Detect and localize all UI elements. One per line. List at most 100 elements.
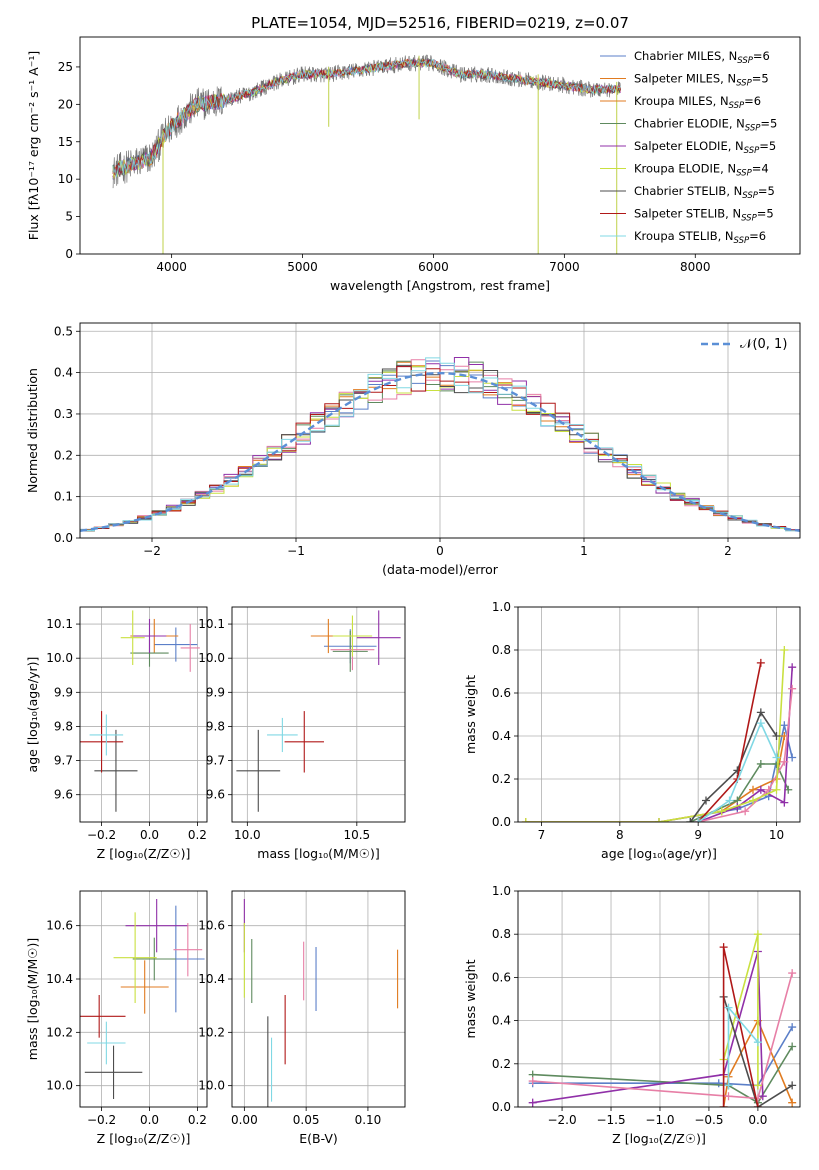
series-marker xyxy=(756,658,765,667)
x-tick-label: 1 xyxy=(580,544,588,558)
y-tick-label: 20 xyxy=(58,97,73,111)
plot-area-mass-vs-ebv xyxy=(243,899,399,1107)
plot-area-mass-vs-Z xyxy=(80,899,205,1099)
series-line xyxy=(697,667,793,822)
y-axis-label: mass weight xyxy=(463,675,478,754)
x-tick-label: 9 xyxy=(694,828,702,842)
series-marker xyxy=(772,785,781,794)
series-marker xyxy=(528,1077,537,1086)
errorbar-point-3 xyxy=(125,899,188,953)
errorbar-point-5 xyxy=(113,912,157,1003)
model-spectrum-line-5 xyxy=(112,58,621,180)
y-tick-label: 10.6 xyxy=(46,919,73,933)
legend-entry: Salpeter MILES, NSSP=5 xyxy=(634,72,769,89)
x-tick-label: 0.0 xyxy=(748,1113,767,1127)
series-marker xyxy=(719,1103,728,1107)
axes-frame xyxy=(231,890,406,1108)
normal-curve xyxy=(80,371,800,532)
axes-frame xyxy=(517,606,801,823)
x-tick-label: 8 xyxy=(616,828,624,842)
y-tick-label: 9.7 xyxy=(54,754,73,768)
panel-massweight-vs-age: 7 8 9 10 0.0 0.2 0.4 0.6 0.8 1.0 age [log₁₀(age/yr… xyxy=(463,600,801,861)
series-marker xyxy=(655,818,663,822)
x-tick-label: −1.0 xyxy=(645,1113,674,1127)
series-marker xyxy=(758,1092,767,1101)
series-marker xyxy=(753,1038,762,1047)
model-spectrum-line-0 xyxy=(112,58,621,180)
series-line xyxy=(532,1046,793,1104)
series-marker xyxy=(724,1081,733,1090)
x-axis-label: mass [log₁₀(M/M☉)] xyxy=(257,846,379,861)
model-spectrum-line-8 xyxy=(112,59,621,178)
y-tick-label: 1.0 xyxy=(492,600,511,614)
series-marker xyxy=(788,753,797,762)
x-tick-label: −1 xyxy=(287,544,305,558)
y-tick-label: 10.0 xyxy=(46,651,73,665)
y-tick-label: 9.6 xyxy=(206,788,225,802)
series-marker xyxy=(780,798,789,807)
panel-residuals: −2 −1 0 1 2 0.0 0.1 0.2 0.3 0.4 0.5 (data-model)/er… xyxy=(25,322,801,577)
series-0 xyxy=(528,1023,797,1090)
series-marker xyxy=(756,708,765,717)
x-axis-label: wavelength [Angstrom, rest frame] xyxy=(330,278,550,293)
x-tick-label: 0.0 xyxy=(140,828,159,842)
series-line xyxy=(525,649,786,822)
axes-frame xyxy=(79,36,801,255)
x-tick-label: 7 xyxy=(538,828,546,842)
series-marker xyxy=(772,753,781,762)
panel-age-vs-Z: −0.2 0.0 0.2 9.6 9.7 9.8 9.9 10.0 10.1 Z [log₁₀(Z… xyxy=(25,606,208,861)
series-marker xyxy=(724,1003,733,1012)
y-tick-label: 0.2 xyxy=(54,448,73,462)
x-tick-label: 0.2 xyxy=(188,1113,207,1127)
series-marker xyxy=(753,1103,762,1107)
errorbar-point-6 xyxy=(84,1045,143,1099)
axes-frame xyxy=(79,606,208,823)
y-tick-label: 25 xyxy=(58,60,73,74)
x-axis-label: Z [log₁₀(Z/Z☉)] xyxy=(612,1131,706,1146)
y-tick-label: 0.2 xyxy=(492,1057,511,1071)
series-line xyxy=(727,1005,759,1086)
y-tick-label: 10.0 xyxy=(198,651,225,665)
series-marker xyxy=(725,796,734,805)
errorbar-point-7 xyxy=(80,711,124,773)
y-tick-label: 10.1 xyxy=(198,617,225,631)
y-tick-label: 9.8 xyxy=(206,719,225,733)
y-tick-label: 0 xyxy=(65,247,73,261)
errorbar-point-6 xyxy=(236,729,281,812)
x-tick-label: −0.2 xyxy=(87,1113,116,1127)
legend-entry: Chabrier ELODIE, NSSP=5 xyxy=(634,117,777,134)
x-tick-label: 0 xyxy=(436,544,444,558)
y-tick-label: 0.8 xyxy=(492,643,511,657)
y-tick-label: 0.4 xyxy=(54,366,73,380)
series-marker xyxy=(764,785,773,794)
x-axis-label: (data-model)/error xyxy=(382,562,499,577)
y-tick-label: 9.7 xyxy=(206,754,225,768)
series-line xyxy=(658,725,793,822)
series-4 xyxy=(528,969,797,1103)
panel-mass-vs-Z: −0.2 0.0 0.2 10.0 10.2 10.4 10.6 Z [log₁₀(Z/Z☉)… xyxy=(25,890,208,1146)
y-axis-label: Normed distribution xyxy=(25,368,40,493)
plot-area-age-vs-Z xyxy=(80,610,200,812)
series-5 xyxy=(521,646,789,822)
x-tick-label: 4000 xyxy=(156,260,187,274)
observed-spectrum-line xyxy=(112,54,621,189)
series-6 xyxy=(686,708,781,822)
series-marker xyxy=(788,663,797,672)
y-tick-label: 9.9 xyxy=(206,685,225,699)
y-tick-label: 10.1 xyxy=(46,617,73,631)
series-marker xyxy=(753,1081,762,1090)
series-marker xyxy=(753,930,762,939)
series-marker xyxy=(772,732,781,740)
errorbar-point-5 xyxy=(120,610,145,666)
panel-massweight-vs-Z: −2.0 −1.5 −1.0 −0.5 0.0 0.0 0.2 0.4 0.6 0.8 1.0 Z [… xyxy=(463,884,801,1146)
series-line xyxy=(697,721,778,822)
y-tick-label: 0.0 xyxy=(492,1100,511,1114)
series-marker xyxy=(756,759,765,768)
panel-mass-vs-ebv: 0.00 0.05 0.10 10.0 10.2 10.4 10.6 E(B-V) xyxy=(198,890,406,1146)
errorbar-point-4 xyxy=(173,923,203,977)
chart-title: PLATE=1054, MJD=52516, FIBERID=0219, z=0… xyxy=(251,14,629,32)
errorbar-point-8 xyxy=(89,714,124,756)
errorbar-point-4 xyxy=(180,624,200,672)
y-tick-label: 0.0 xyxy=(54,531,73,545)
y-tick-label: 10 xyxy=(58,172,73,186)
